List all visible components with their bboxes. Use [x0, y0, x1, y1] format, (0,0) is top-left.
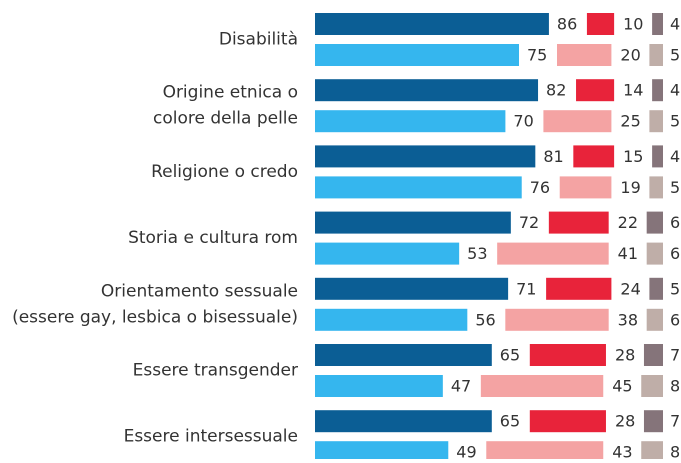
value-label: 43 [612, 443, 632, 459]
bar [529, 344, 606, 366]
bar [315, 44, 519, 66]
category-label: colore della pelle [153, 109, 298, 129]
value-label: 5 [670, 279, 680, 298]
value-label: 4 [670, 15, 680, 34]
value-label: 19 [620, 178, 640, 197]
bar [652, 13, 663, 35]
value-label: 53 [467, 244, 487, 263]
bar [652, 145, 663, 168]
value-label: 7 [670, 412, 680, 431]
bar [486, 441, 604, 463]
value-label: 24 [620, 279, 640, 298]
bar [315, 79, 539, 102]
bar [641, 441, 663, 463]
category-label: Storia e cultura rom [128, 228, 298, 248]
bar [557, 44, 612, 66]
bar [315, 375, 443, 397]
bar [586, 13, 615, 35]
bar [649, 44, 663, 66]
bar [576, 79, 615, 102]
bar [643, 410, 663, 433]
value-label: 47 [451, 377, 471, 396]
value-label: 20 [620, 46, 640, 65]
value-label: 28 [615, 346, 635, 365]
category-label: Religione o credo [151, 162, 298, 182]
value-label: 8 [670, 443, 680, 459]
value-label: 38 [618, 310, 638, 329]
value-label: 81 [543, 147, 563, 166]
value-label: 56 [475, 310, 495, 329]
bar [505, 308, 609, 331]
bar [529, 410, 606, 433]
value-label: 14 [623, 81, 643, 100]
value-label: 75 [527, 46, 547, 65]
bar [559, 176, 612, 199]
bar [646, 211, 663, 234]
bar [315, 13, 549, 35]
bar [315, 242, 460, 265]
bar [315, 344, 492, 366]
bar [315, 145, 536, 168]
value-label: 4 [670, 81, 680, 100]
value-label: 5 [670, 112, 680, 131]
value-label: 15 [623, 147, 643, 166]
value-label: 28 [615, 412, 635, 431]
bar [315, 410, 492, 433]
value-label: 45 [612, 377, 632, 396]
bar [548, 211, 609, 234]
value-label: 10 [623, 15, 643, 34]
value-label: 8 [670, 377, 680, 396]
category-label: Essere intersessuale [124, 427, 298, 447]
bar [315, 441, 449, 463]
value-label: 5 [670, 46, 680, 65]
category-label: Disabilità [219, 30, 298, 50]
value-label: 65 [500, 412, 520, 431]
bar [315, 176, 522, 199]
bar [480, 375, 604, 397]
category-label: (essere gay, lesbica o bisessuale) [12, 307, 298, 327]
category-label: Essere transgender [133, 361, 298, 381]
bar [315, 110, 506, 133]
bar [652, 79, 663, 102]
value-label: 6 [670, 213, 680, 232]
value-label: 6 [670, 310, 680, 329]
category-label: Orientamento sessuale [101, 281, 298, 301]
bar [641, 375, 663, 397]
value-label: 65 [500, 346, 520, 365]
category-label: Origine etnica o [163, 83, 298, 103]
value-label: 70 [513, 112, 533, 131]
bar [543, 110, 612, 133]
bar [646, 242, 663, 265]
value-label: 25 [620, 112, 640, 131]
value-label: 49 [456, 443, 476, 459]
bar [315, 277, 509, 300]
value-label: 5 [670, 178, 680, 197]
bar [497, 242, 609, 265]
value-label: 22 [618, 213, 638, 232]
value-label: 72 [519, 213, 539, 232]
bar [573, 145, 615, 168]
bar [646, 308, 663, 331]
bar [315, 211, 511, 234]
value-label: 41 [618, 244, 638, 263]
bar [643, 344, 663, 366]
bar [649, 110, 663, 133]
bar [546, 277, 612, 300]
value-label: 4 [670, 147, 680, 166]
bar [315, 308, 468, 331]
value-label: 82 [546, 81, 566, 100]
value-label: 7 [670, 346, 680, 365]
bar [649, 176, 663, 199]
value-label: 76 [530, 178, 550, 197]
value-label: 71 [516, 279, 536, 298]
value-label: 86 [557, 15, 577, 34]
value-label: 6 [670, 244, 680, 263]
bar [649, 277, 663, 300]
